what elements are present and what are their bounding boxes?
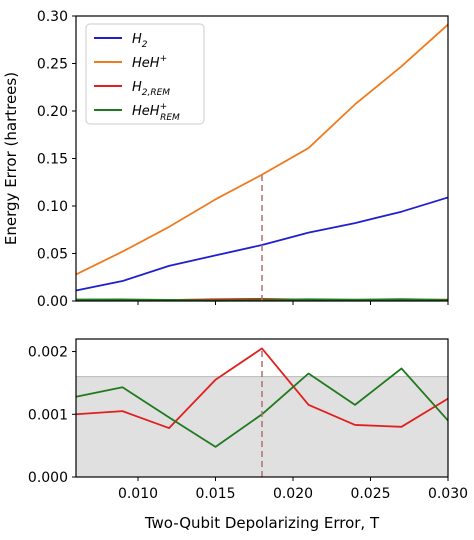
y-tick-label: 0.15: [37, 152, 68, 168]
x-tick-label: 0.020: [273, 486, 313, 502]
y-tick-label: 0.10: [37, 199, 68, 215]
x-tick-label: 0.010: [118, 486, 158, 502]
x-tick-label: 0.025: [350, 486, 390, 502]
legend-entry: H2: [132, 32, 148, 50]
y-tick-label: 0.00: [37, 294, 68, 310]
y-tick-label: 0.20: [37, 104, 68, 120]
legend-entry: HeH+: [132, 54, 167, 71]
legend-box: [85, 23, 205, 125]
plot-frame: [75, 338, 449, 478]
plot-frame: [75, 15, 449, 302]
legend-entry: H2,REM: [132, 80, 170, 98]
bottom-panel: 0.000 0.001 0.002 0.010 0.015 0.020 0.025 0.030: [28, 338, 468, 502]
y-tick-label: 0.000: [28, 470, 68, 486]
y-axis-label: Energy Error (hartrees): [2, 72, 20, 245]
legend: H2 HeH+ H2,REM HeH+ REM: [85, 23, 205, 125]
y-tick-label: 0.001: [28, 407, 68, 423]
top-panel: 0.00 0.05 0.10 0.15 0.20 0.25 0.30 H2 HeH+ H2,REM…: [37, 9, 449, 310]
series-line-0: [75, 196, 449, 292]
x-tick-label: 0.015: [195, 486, 235, 502]
x-axis-label: Two-Qubit Depolarizing Error, T: [144, 514, 380, 532]
y-tick-label: 0.30: [37, 9, 68, 25]
y-tick-label: 0.002: [28, 345, 68, 361]
x-tick-label: 0.030: [428, 486, 468, 502]
series-line-0: [75, 347, 449, 429]
y-tick-label: 0.25: [37, 57, 68, 73]
y-tick-label: 0.05: [37, 247, 68, 263]
series-line-1: [75, 23, 449, 276]
legend-entry: HeH+ REM: [132, 102, 180, 123]
